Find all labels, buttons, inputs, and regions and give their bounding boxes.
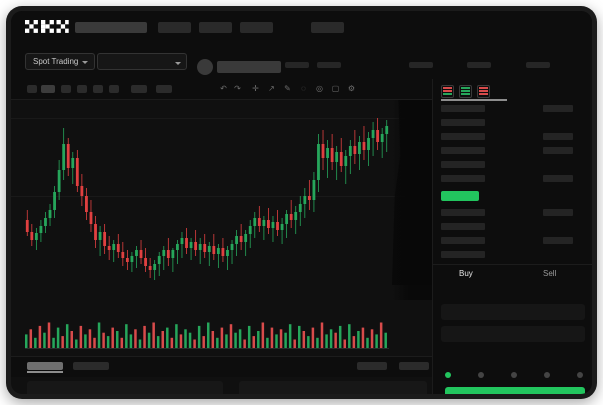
orderbook-ask-row[interactable]	[441, 133, 485, 140]
trading-mode-label: Spot Trading	[33, 57, 79, 66]
orderbook-bid-size	[543, 237, 573, 244]
volume-series	[25, 322, 389, 349]
pager-dot-5[interactable]	[577, 372, 583, 378]
order-form-active-underline	[441, 99, 507, 101]
tab-right-1[interactable]	[357, 362, 387, 370]
orderbook-view-bids-icon[interactable]	[459, 85, 472, 98]
top-navigation-bar	[11, 11, 592, 44]
orderbook-ask-size	[543, 147, 573, 154]
orderbook-view-both-icon[interactable]	[441, 85, 454, 98]
device-frame: Spot Trading	[6, 6, 597, 399]
market-stat-1	[217, 61, 281, 73]
orderbook-ask-size	[543, 175, 573, 182]
interval-4h[interactable]	[77, 85, 87, 93]
nav-item-2[interactable]	[158, 22, 191, 33]
orderbook-ask-size	[543, 105, 573, 112]
chevron-down-icon	[82, 60, 89, 64]
price-chart[interactable]	[11, 100, 432, 308]
amount-field[interactable]	[441, 326, 585, 342]
tab-order-history[interactable]	[73, 362, 109, 370]
orderbook-ask-row[interactable]	[441, 119, 485, 126]
pager-dot-4[interactable]	[544, 372, 550, 378]
tab-right-2[interactable]	[399, 362, 429, 370]
chart-gridline	[11, 118, 432, 119]
app-screen: Spot Trading	[11, 11, 592, 394]
orderbook-bid-row[interactable]	[441, 209, 485, 216]
orderbook-ask-row[interactable]	[441, 161, 485, 168]
chevron-down-icon	[175, 62, 181, 65]
pair-coin-avatar	[197, 59, 213, 75]
tab-buy[interactable]: Buy	[459, 269, 473, 278]
magnet-icon[interactable]: ◌	[301, 84, 306, 93]
chart-type-button[interactable]	[156, 85, 172, 93]
crosshair-icon[interactable]: ✛	[252, 84, 259, 93]
volume-chart	[11, 308, 432, 358]
interval-1m[interactable]	[27, 85, 37, 93]
nav-item-5[interactable]	[311, 22, 344, 33]
orderbook-ask-row[interactable]	[441, 147, 485, 154]
market-stat-5	[467, 62, 491, 68]
pager-dot-2[interactable]	[478, 372, 484, 378]
trading-mode-select[interactable]: Spot Trading	[25, 53, 96, 70]
pager-dot-3[interactable]	[511, 372, 517, 378]
orderbook-bid-row[interactable]	[441, 237, 485, 244]
orderbook-ask-row[interactable]	[441, 105, 485, 112]
active-tab-underline	[27, 371, 63, 373]
price-field[interactable]	[441, 304, 585, 320]
primary-cta-button[interactable]	[445, 387, 585, 394]
trendline-icon[interactable]: ↗	[268, 84, 275, 93]
redo-icon[interactable]: ↷	[234, 84, 241, 93]
market-stat-2	[285, 62, 309, 68]
okx-logo-icon[interactable]	[25, 20, 69, 34]
orderbook-bid-row[interactable]	[441, 251, 485, 258]
eye-icon[interactable]: ◎	[316, 84, 323, 93]
pager-dot-1[interactable]	[445, 372, 451, 378]
interval-1h[interactable]	[61, 85, 71, 93]
orderbook-view-asks-icon[interactable]	[477, 85, 490, 98]
camera-icon[interactable]: ▢	[331, 84, 340, 93]
pair-select[interactable]	[97, 53, 187, 70]
tab-sell[interactable]: Sell	[543, 269, 557, 278]
chart-gridline	[11, 196, 432, 197]
market-stat-6	[526, 62, 550, 68]
orderbook-panel: Buy Sell	[432, 79, 592, 394]
orderbook-ask-row[interactable]	[441, 175, 485, 182]
interval-1d[interactable]	[93, 85, 103, 93]
undo-icon[interactable]: ↶	[220, 84, 227, 93]
chart-toolbar: ↶ ↷ ✛ ↗ ✎ ◌ ◎ ▢ ⚙	[11, 79, 432, 100]
market-stat-3	[317, 62, 341, 68]
interval-1w[interactable]	[109, 85, 119, 93]
orderbook-bid-size	[543, 209, 573, 216]
orders-tab-bar	[11, 356, 432, 377]
bottom-panel-right[interactable]	[239, 381, 427, 394]
candlestick-series	[25, 118, 389, 280]
bottom-panel-left[interactable]	[27, 381, 223, 394]
settings-icon[interactable]: ⚙	[347, 84, 356, 93]
nav-item-1[interactable]	[75, 22, 147, 33]
orderbook-mid-price	[441, 191, 479, 201]
indicator-button[interactable]	[131, 85, 147, 93]
pencil-icon[interactable]: ✎	[284, 84, 291, 93]
orderbook-ask-size	[543, 133, 573, 140]
orderbook-bid-row[interactable]	[441, 223, 485, 230]
order-form-tabs: Buy Sell	[433, 264, 592, 287]
market-stat-4	[409, 62, 433, 68]
carousel-pager	[432, 368, 592, 382]
interval-15m[interactable]	[41, 85, 55, 93]
tab-open-orders[interactable]	[27, 362, 63, 370]
nav-item-3[interactable]	[199, 22, 232, 33]
nav-item-4[interactable]	[240, 22, 273, 33]
orderbook-view-toggle[interactable]	[441, 85, 490, 98]
